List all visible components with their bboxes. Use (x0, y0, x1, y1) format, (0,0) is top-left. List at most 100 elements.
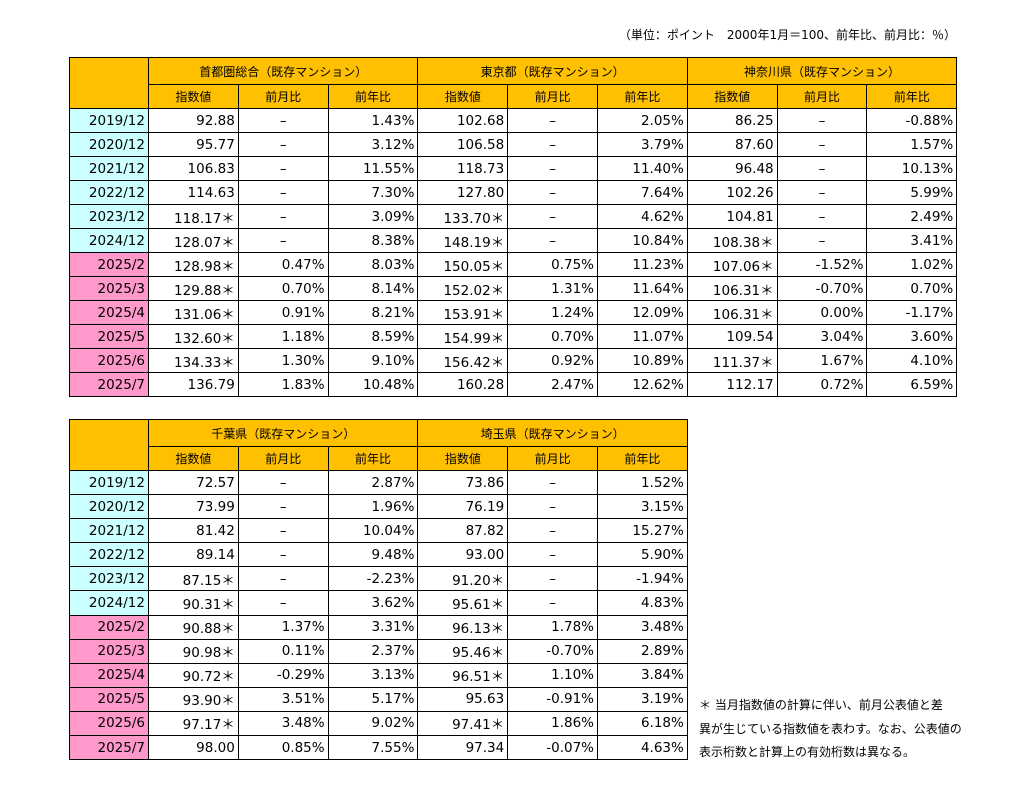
data-row: 2025/3 129.88＊ 0.70% 8.14% 152.02＊ 1.31% 11.64… (69, 276, 958, 301)
date-cell: 2025/5 (69, 686, 149, 712)
date-cell: 2025/6 (69, 710, 149, 737)
column-header: 前月比 (776, 84, 868, 109)
value-cell: -0.07% (507, 735, 599, 761)
value-cell: – (776, 156, 868, 181)
value-cell: 90.88＊ (148, 614, 239, 640)
value-cell: 0.85% (237, 735, 329, 761)
column-header: 指数値 (148, 446, 239, 471)
value-cell: 4.10% (866, 348, 958, 373)
value-cell: – (237, 566, 329, 592)
value-cell: 3.79% (597, 132, 688, 157)
value-cell: 7.64% (597, 180, 688, 205)
value-cell: 3.13% (327, 662, 419, 688)
value-cell: 112.17 (686, 372, 778, 397)
column-header: 前年比 (327, 84, 419, 109)
value-cell: 92.88 (148, 108, 239, 133)
value-cell: 5.17% (327, 686, 419, 712)
value-cell: – (237, 156, 329, 181)
value-cell: – (507, 156, 599, 181)
value-cell: – (237, 108, 329, 133)
column-header: 前年比 (597, 84, 688, 109)
data-row: 2025/5 132.60＊ 1.18% 8.59% 154.99＊ 0.70% 11.07… (69, 324, 958, 349)
value-cell: 89.14 (148, 542, 239, 568)
value-cell: 10.04% (327, 518, 419, 544)
value-cell: 1.52% (597, 469, 688, 496)
date-cell: 2023/12 (69, 204, 149, 229)
value-cell: 8.21% (327, 300, 419, 325)
value-cell: 86.25 (686, 108, 778, 133)
value-cell: 1.83% (237, 372, 329, 397)
value-cell: 12.09% (597, 300, 688, 325)
value-cell: 106.83 (148, 156, 239, 181)
value-cell: 87.82 (417, 518, 509, 544)
value-cell: – (237, 542, 329, 568)
value-cell: – (776, 228, 868, 253)
date-cell: 2022/12 (69, 180, 149, 205)
date-cell: 2022/12 (69, 542, 149, 568)
value-cell: 3.84% (597, 662, 688, 688)
value-cell: – (507, 494, 599, 520)
value-cell: 118.73 (417, 156, 509, 181)
value-cell: 2.47% (507, 372, 599, 397)
value-cell: 9.02% (327, 710, 419, 737)
value-cell: 8.03% (327, 252, 419, 277)
value-cell: 3.41% (866, 228, 958, 253)
value-cell: 1.86% (507, 710, 599, 737)
value-cell: 0.92% (507, 348, 599, 373)
footnote-line: 表示桁数と計算上の有効桁数は異なる。 (699, 745, 916, 759)
value-cell: 1.10% (507, 662, 599, 688)
value-cell: 0.00% (776, 300, 868, 325)
value-cell: 7.55% (327, 735, 419, 761)
column-header: 前年比 (866, 84, 958, 109)
data-row: 2023/12 87.15＊ – -2.23% 91.20＊ – -1.94% (69, 566, 688, 592)
header-row: 指数値 前月比 前年比 指数値 前月比 前年比 指数値 前月比 前年比 (70, 84, 958, 109)
date-cell: 2021/12 (69, 518, 149, 544)
value-cell: 6.59% (866, 372, 958, 397)
date-cell: 2025/2 (69, 252, 149, 277)
value-cell: 0.70% (237, 276, 329, 301)
value-cell: -0.88% (866, 108, 958, 133)
value-cell: 128.07＊ (148, 228, 239, 253)
value-cell: 9.10% (327, 348, 419, 373)
date-cell: 2024/12 (69, 228, 149, 253)
value-cell: 3.04% (776, 324, 868, 349)
footnote-line: 異が生じている指数値を表わす。なお、公表値の (699, 721, 962, 736)
value-cell: -2.23% (327, 566, 419, 592)
value-cell: 3.12% (327, 132, 419, 157)
value-cell: 128.98＊ (148, 252, 239, 277)
value-cell: 91.20＊ (417, 566, 509, 592)
value-cell: 73.99 (148, 494, 239, 520)
data-row: 2019/12 72.57–2.87% 73.86–1.52% (69, 469, 688, 496)
value-cell: 95.77 (148, 132, 239, 157)
unit-note: （単位：ポイント 2000年1月＝100、前年比、前月比：％） (618, 28, 956, 42)
value-cell: 93.90＊ (148, 686, 239, 712)
column-header: 前年比 (597, 446, 688, 471)
value-cell: 95.63 (417, 686, 509, 712)
date-cell: 2020/12 (69, 132, 149, 157)
value-cell: 5.90% (597, 542, 688, 568)
value-cell: 11.07% (597, 324, 688, 349)
date-cell: 2025/4 (69, 300, 149, 325)
value-cell: 150.05＊ (417, 252, 509, 277)
value-cell: 2.05% (597, 108, 688, 133)
value-cell: -0.70% (776, 276, 868, 301)
group-header: 千葉県（既存マンション） (147, 419, 419, 447)
value-cell: 1.24% (507, 300, 599, 325)
footnote: ＊ 当月指数値の計算に伴い、前月公表値と差 異が生じている指数値を表わす。なお、… (699, 694, 962, 765)
column-header: 前月比 (507, 84, 599, 109)
value-cell: 1.43% (327, 108, 419, 133)
value-cell: 12.62% (597, 372, 688, 397)
data-row: 2025/4 131.06＊ 0.91% 8.21% 153.91＊ 1.24% 12.09… (69, 300, 958, 325)
column-header: 指数値 (417, 84, 509, 109)
value-cell: 1.30% (237, 348, 329, 373)
value-cell: 4.62% (597, 204, 688, 229)
value-cell: – (237, 518, 329, 544)
value-cell: 8.59% (327, 324, 419, 349)
date-cell: 2025/3 (69, 276, 149, 301)
value-cell: 4.83% (597, 590, 688, 616)
value-cell: 10.48% (327, 372, 419, 397)
corner-cell (69, 57, 149, 109)
value-cell: – (507, 180, 599, 205)
value-cell: 15.27% (597, 518, 688, 544)
